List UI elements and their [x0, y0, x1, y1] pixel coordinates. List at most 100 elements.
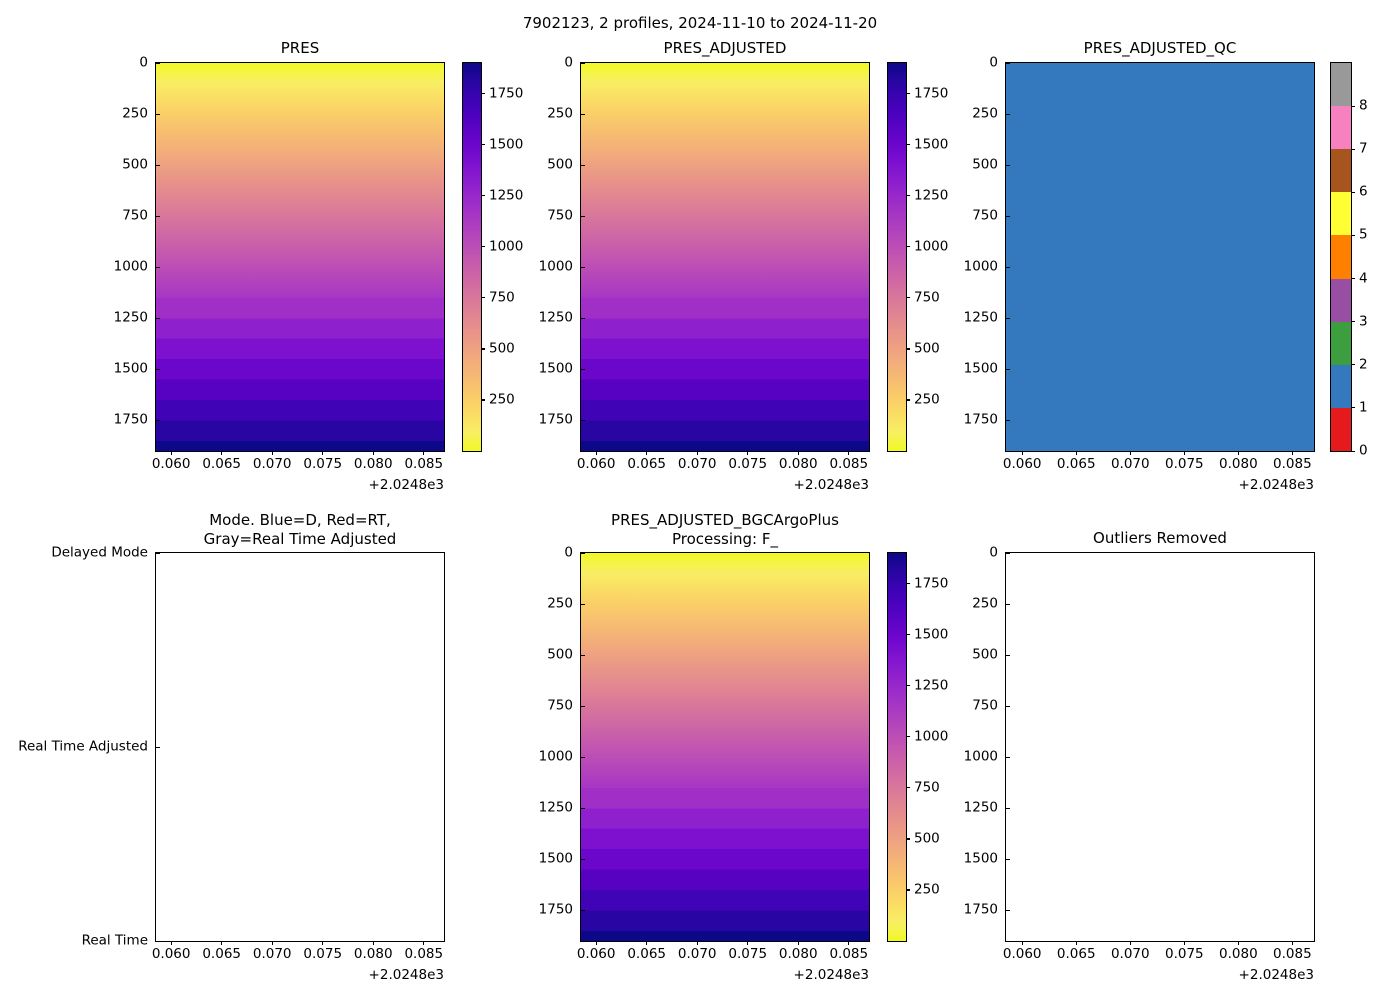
- colorbar-pres-adjusted-qc-tick-label-0: 0: [1359, 442, 1368, 459]
- mode-ytick-label-1: Real Time Adjusted: [18, 738, 148, 755]
- pres-xtick-label-2: 0.070: [252, 456, 292, 472]
- outliers-removed-ytick-label-2: 500: [972, 646, 998, 663]
- qc-colorbar-segment-6: [1331, 149, 1351, 193]
- pres-adjusted-xtick-label-2: 0.070: [677, 456, 717, 472]
- colorbar-pres-adjusted-tick-mark-5: [906, 144, 911, 146]
- colorbar-pres-adjusted-qc-tick-mark-4: [1351, 278, 1356, 280]
- mode-xtick-mark-2: [271, 941, 273, 946]
- pres-ytick-mark-0: [156, 62, 161, 64]
- bgcargoplus-ytick-label-6: 1500: [538, 850, 573, 867]
- bgcargoplus-xtick-mark-3: [747, 941, 749, 946]
- pres-adjusted-ytick-label-2: 500: [547, 156, 573, 173]
- colorbar-pres-tick-mark-5: [481, 144, 486, 146]
- pres-adjusted-heatmap: [581, 63, 869, 451]
- pres-adjusted-qc-xtick-mark-4: [1237, 451, 1239, 456]
- mode-xtick-mark-5: [423, 941, 425, 946]
- colorbar-bgcargoplus-tick-label-2: 750: [914, 779, 940, 796]
- mode-xtick-label-5: 0.085: [404, 946, 444, 962]
- pres-ytick-mark-4: [156, 266, 161, 268]
- axes-bgcargoplus-title-line1: PRES_ADJUSTED_BGCArgoPlus: [611, 511, 839, 529]
- pres-adjusted-qc-ytick-label-1: 250: [972, 105, 998, 122]
- colorbar-pres-adjusted-qc: 0 1 2 3 4 5 6 7 8: [1330, 62, 1368, 457]
- qc-colorbar-segment-0: [1331, 407, 1351, 451]
- pres-adjusted-qc-ytick-label-4: 1000: [963, 258, 998, 275]
- bgcargoplus-ytick-label-1: 250: [547, 595, 573, 612]
- pres-adjusted-ytick-mark-7: [581, 419, 586, 421]
- pres-adjusted-qc-xtick-label-2: 0.070: [1110, 456, 1150, 472]
- outliers-removed-xtick-label-5: 0.085: [1273, 946, 1312, 962]
- colorbar-pres-adjusted-qc-tick-label-5: 5: [1359, 226, 1368, 243]
- pres-adjusted-ytick-label-6: 1500: [538, 360, 573, 377]
- pres-adjusted-xtick-mark-0: [595, 451, 597, 456]
- axes-pres-adjusted-title: PRES_ADJUSTED: [663, 39, 787, 57]
- pres-xtick-label-3: 0.075: [303, 456, 343, 472]
- colorbar-bgcargoplus-tick-mark-6: [906, 583, 911, 585]
- pres-adjusted-ytick-mark-2: [581, 164, 586, 166]
- colorbar-pres-adjusted-tick-mark-0: [906, 399, 911, 401]
- pres-xtick-label-1: 0.065: [202, 456, 241, 472]
- mode-xtick-mark-1: [221, 941, 223, 946]
- pres-ytick-mark-7: [156, 419, 161, 421]
- pres-adjusted-ytick-mark-3: [581, 215, 586, 217]
- bgcargoplus-ytick-mark-5: [581, 807, 586, 809]
- pres-xtick-label-5: 0.085: [404, 456, 444, 472]
- bgcargoplus-ytick-label-7: 1750: [538, 901, 573, 918]
- colorbar-bgcargoplus-tick-label-1: 500: [914, 830, 940, 847]
- axes-pres-adjusted-qc: PRES_ADJUSTED_QC 0 250 500 750 1000 1250 1500 1…: [964, 39, 1315, 493]
- colorbar-pres-adjusted-tick-mark-1: [906, 348, 911, 350]
- colorbar-pres-adjusted-qc-tick-mark-2: [1351, 364, 1356, 366]
- axes-bgcargoplus-title: PRES_ADJUSTED_BGCArgoPlus Processing: F_: [611, 511, 839, 549]
- pres-adjusted-ytick-mark-0: [581, 62, 586, 64]
- axes-mode-title-line2: Gray=Real Time Adjusted: [203, 530, 397, 548]
- outliers-removed-xtick-label-4: 0.080: [1219, 946, 1258, 962]
- qc-colorbar-segment-2: [1331, 321, 1351, 365]
- mode-ytick-mark-2: [156, 940, 161, 942]
- pres-adjusted-qc-ytick-mark-7: [1006, 419, 1011, 421]
- pres-ytick-label-6: 1500: [113, 360, 148, 377]
- outliers-removed-xtick-label-2: 0.070: [1110, 946, 1150, 962]
- colorbar-bgcargoplus-tick-mark-1: [906, 838, 911, 840]
- pres-adjusted-ytick-mark-4: [581, 266, 586, 268]
- qc-colorbar-segment-4: [1331, 235, 1351, 279]
- colorbar-pres-adjusted: 250 500 750 1000 1250 1500 1750: [887, 62, 948, 452]
- pres-adjusted-qc-xtick-mark-5: [1291, 451, 1293, 456]
- colorbar-pres-tick-mark-1: [481, 348, 486, 350]
- pres-adjusted-qc-ytick-label-5: 1250: [963, 309, 998, 326]
- colorbar-pres-adjusted-qc-tick-label-6: 6: [1359, 183, 1368, 200]
- bgcargoplus-xtick-label-2: 0.070: [677, 946, 717, 962]
- axes-pres: PRES 0 250 500 750 1000 1250 1500 1750 0.060 0.06…: [114, 39, 445, 493]
- colorbar-bgcargoplus: 250 500 750 1000 1250 1500 1750: [887, 552, 948, 942]
- pres-adjusted-ytick-label-0: 0: [564, 54, 573, 71]
- colorbar-pres-gradient: [463, 63, 481, 451]
- mode-ytick-mark-1: [156, 746, 161, 748]
- bgcargoplus-ytick-label-2: 500: [547, 646, 573, 663]
- mode-xtick-mark-4: [372, 941, 374, 946]
- outliers-removed-ytick-label-5: 1250: [963, 799, 998, 816]
- pres-xtick-mark-3: [322, 451, 324, 456]
- pres-adjusted-xtick-mark-1: [646, 451, 648, 456]
- colorbar-pres-tick-mark-2: [481, 297, 486, 299]
- pres-adjusted-ytick-label-3: 750: [547, 207, 573, 224]
- bgcargoplus-ytick-label-4: 1000: [538, 748, 573, 765]
- axes-pres-title: PRES: [280, 39, 320, 57]
- pres-xtick-mark-0: [170, 451, 172, 456]
- colorbar-pres-adjusted-tick-label-5: 1500: [914, 135, 949, 152]
- pres-ytick-label-3: 750: [122, 207, 148, 224]
- colorbar-bgcargoplus-tick-label-3: 1000: [914, 728, 949, 745]
- pres-adjusted-qc-xtick-mark-0: [1021, 451, 1023, 456]
- pres-adjusted-xtick-mark-2: [696, 451, 698, 456]
- colorbar-pres-tick-label-1: 500: [489, 340, 515, 357]
- pres-adjusted-xaxis-offset-label: +2.0248e3: [793, 477, 869, 493]
- axes-pres-adjusted: PRES_ADJUSTED 0 250 500 750 1000 1250 1500 1750…: [539, 39, 870, 493]
- pres-adjusted-ytick-label-4: 1000: [538, 258, 573, 275]
- colorbar-bgcargoplus-tick-label-0: 250: [914, 881, 940, 898]
- pres-ytick-label-1: 250: [122, 105, 148, 122]
- colorbar-pres-adjusted-qc-tick-mark-8: [1351, 105, 1356, 107]
- colorbar-pres-tick-mark-3: [481, 246, 486, 248]
- colorbar-pres-adjusted-tick-label-0: 250: [914, 391, 940, 408]
- pres-ytick-label-4: 1000: [113, 258, 148, 275]
- pres-xtick-mark-1: [221, 451, 223, 456]
- pres-adjusted-xtick-mark-4: [797, 451, 799, 456]
- qc-colorbar-segment-3: [1331, 278, 1351, 322]
- outliers-removed-xtick-mark-2: [1129, 941, 1131, 946]
